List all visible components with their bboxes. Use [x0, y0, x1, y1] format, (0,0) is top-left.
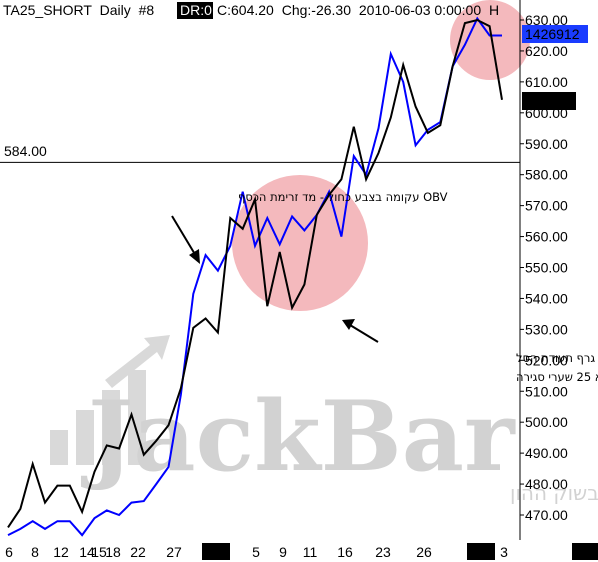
- y-tick-label: 500.00: [525, 414, 568, 430]
- header-close: C:604.20: [217, 2, 274, 18]
- y-tick-label: 590.00: [525, 136, 568, 152]
- x-tick-label: 23: [375, 544, 391, 560]
- x-tick-label: 18: [105, 544, 121, 560]
- x-tick-label: May: [203, 544, 229, 560]
- x-tick-label: 26: [416, 544, 432, 560]
- x-tick-badge: [202, 543, 230, 560]
- watermark-bars: [50, 335, 170, 465]
- x-tick-label: 14: [79, 544, 95, 560]
- watermark-tagline: האתר לניתוחים טכניים בשוק ההון: [510, 481, 598, 505]
- annotation-price-line1: עקומה בצבע שחור = גרף תעודת הסל: [516, 351, 598, 365]
- x-tick-label: 22: [130, 544, 146, 560]
- y-tick-label: 630.00: [525, 12, 568, 28]
- header-change: Chg:-26.30: [282, 2, 351, 18]
- y-tick-label: 480.00: [525, 476, 568, 492]
- x-tick-label: 3: [500, 544, 508, 560]
- watermark-brand: JackBar: [80, 380, 516, 493]
- y-tick-label: 540.00: [525, 290, 568, 306]
- y-tick-label: 510.00: [525, 383, 568, 399]
- x-tick-label: 12: [53, 544, 69, 560]
- header-symbol: TA25_SHORT: [3, 2, 92, 18]
- y-tick-label: 610.00: [525, 74, 568, 90]
- series-line-price: [7, 18, 503, 528]
- y-tick-label: 570.00: [525, 198, 568, 214]
- obv-badge-bg: [522, 25, 588, 43]
- header-chart-no: #8: [139, 2, 155, 18]
- price-badge-bg: [522, 92, 576, 110]
- y-tick-label: 550.00: [525, 260, 568, 276]
- y-tick-label: 470.00: [525, 507, 568, 523]
- dr-badge: DR:0: [180, 2, 212, 18]
- arrow-price: [342, 319, 379, 343]
- y-tick-label: 520.00: [525, 352, 568, 368]
- x-tick-label: 15: [91, 544, 107, 560]
- y-tick-label: 560.00: [525, 229, 568, 245]
- highlight-circle-top: [450, 0, 530, 80]
- x-tick-label: 9: [279, 544, 287, 560]
- annotation-obv: OBV עקומה בצבע כחול - מד זרימת הכסף: [238, 190, 448, 204]
- x-tick-label: 8: [31, 544, 39, 560]
- header-trailing: H: [489, 2, 499, 18]
- x-tick-label: 27: [166, 544, 182, 560]
- chart-header: TA25_SHORT Daily #8 DR:0 C:604.20 Chg:-2…: [3, 2, 499, 19]
- watermark: JackBar האתר לניתוחים טכניים בשוק ההון: [50, 335, 598, 505]
- annotation-price-line2: תכלית שורט ת"א 25 שערי סגירה: [516, 370, 598, 384]
- dr-badge-bg: [177, 2, 213, 19]
- corner-block: [572, 543, 598, 560]
- series-line-obv: [7, 16, 502, 537]
- x-tick-label: 11: [303, 544, 318, 560]
- x-tick-badge: [467, 543, 495, 560]
- y-axis-ticks: 470.00 480.00 490.00 500.00 510.00 520.00 530.…: [520, 12, 568, 523]
- header-datetime: 2010-06-03 0:00:00: [359, 2, 481, 18]
- svg-text:C:604.20 Chg:-26.30: C:604.20 Chg:-26.30 2010-06-03 0:00:00 H: [217, 2, 499, 18]
- obv-badge: 1426912: [525, 26, 580, 42]
- x-tick-label: Jun: [470, 544, 493, 560]
- x-tick-label: 5: [252, 544, 260, 560]
- header-period: Daily: [100, 2, 131, 18]
- svg-text:TA25_SHORT Daily #: TA25_SHORT Daily #8: [3, 2, 154, 18]
- y-tick-label: 620.00: [525, 43, 568, 59]
- arrow-obv: [171, 215, 200, 264]
- x-tick-label: 6: [5, 544, 13, 560]
- price-badge: 604.20: [525, 93, 568, 109]
- x-tick-label: 16: [337, 544, 353, 560]
- y-tick-label: 580.00: [525, 167, 568, 183]
- y-tick-label: 490.00: [525, 445, 568, 461]
- reference-line-label: 584.00: [4, 143, 47, 159]
- y-tick-label: 530.00: [525, 321, 568, 337]
